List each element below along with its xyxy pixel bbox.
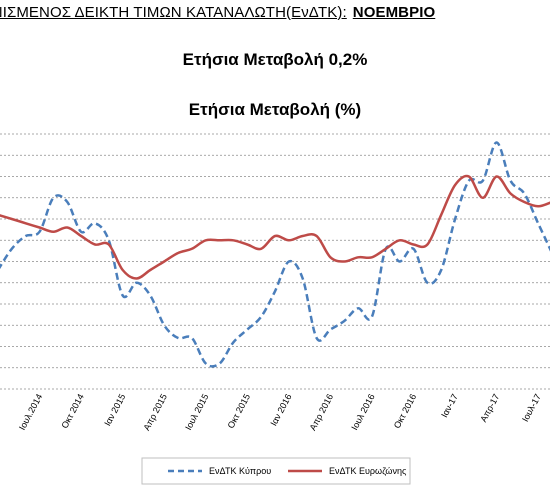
chart-title: Ετήσια Μεταβολή (%) xyxy=(189,100,361,119)
x-tick-label: Ιουλ-17 xyxy=(520,392,543,423)
legend-label-eurozone: ΕνΔΤΚ Ευρωζώνης xyxy=(329,466,407,476)
x-tick-label: Ιαν 2016 xyxy=(268,392,293,427)
legend-box xyxy=(141,457,411,485)
x-tick-label: Ιαν 2015 xyxy=(102,392,127,427)
x-tick-label: Απρ 2015 xyxy=(141,392,169,432)
series-line-cyprus xyxy=(0,141,550,368)
report-title: ΟΝΙΣΜΕΝΟΣ ΔΕΙΚΤΗ ΤΙΜΩΝ ΚΑΤΑΝΑΛΩΤΗ(ΕνΔΤΚ)… xyxy=(0,4,347,21)
legend: ΕνΔΤΚ Κύπρου ΕνΔΤΚ Ευρωζώνης xyxy=(141,457,411,485)
report-header: ΟΝΙΣΜΕΝΟΣ ΔΕΙΚΤΗ ΤΙΜΩΝ ΚΑΤΑΝΑΛΩΤΗ(ΕνΔΤΚ)… xyxy=(0,4,435,21)
chart-area: Ετήσια Μεταβολή (%) Ιουλ.2014 Οκτ 2014 Ιαν… xyxy=(0,90,550,495)
annual-change-subtitle: Ετήσια Μεταβολή 0,2% xyxy=(182,50,368,69)
x-tick-label: Ιουλ 2016 xyxy=(349,392,376,432)
gridlines xyxy=(0,133,550,390)
x-tick-label: Ιουλ.2014 xyxy=(17,392,44,432)
series-lines xyxy=(0,141,550,368)
x-tick-label: Οκτ 2015 xyxy=(226,392,252,430)
report-month: ΝΟΕΜΒΡΙΟ xyxy=(352,4,436,21)
line-chart: Ετήσια Μεταβολή (%) Ιουλ.2014 Οκτ 2014 Ιαν… xyxy=(0,100,550,485)
series-line-eurozone xyxy=(0,174,550,280)
x-tick-label: Ιουλ 2015 xyxy=(183,392,210,432)
x-axis-ticks: Ιουλ.2014 Οκτ 2014 Ιαν 2015 Απρ 2015 Ιουλ 20… xyxy=(17,392,543,432)
x-tick-label: Οκτ 2016 xyxy=(392,392,418,430)
legend-label-cyprus: ΕνΔΤΚ Κύπρου xyxy=(209,466,271,476)
x-tick-label: Απρ 2016 xyxy=(308,392,336,432)
x-tick-label: Απρ-17 xyxy=(478,392,501,423)
x-tick-label: Ιαν-17 xyxy=(439,392,460,419)
x-tick-label: Οκτ 2014 xyxy=(59,392,85,430)
